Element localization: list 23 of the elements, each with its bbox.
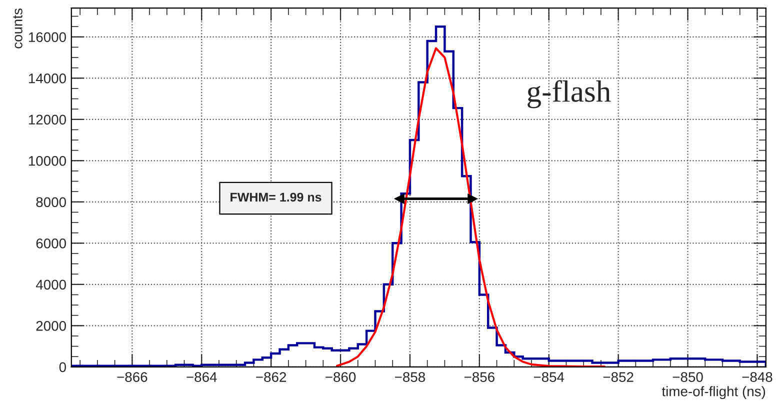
x-axis-title: time-of-flight (ns) — [662, 386, 766, 400]
y-axis-title: counts — [13, 8, 22, 48]
annotation: FWHM= 1.99 ns — [230, 192, 322, 202]
x-tick-label: −850 — [672, 372, 703, 382]
x-tick-label: −852 — [603, 372, 634, 382]
x-tick-label: −860 — [326, 372, 356, 382]
x-tick-label: −848 — [742, 372, 772, 382]
y-tick-label: 0 — [59, 362, 66, 372]
y-tick-label: 10000 — [28, 156, 66, 166]
x-tick-label: −864 — [186, 372, 217, 382]
x-tick-label: −856 — [464, 372, 494, 382]
y-tick-label: 4000 — [36, 280, 66, 290]
y-tick-label: 6000 — [36, 238, 66, 248]
x-tick-label: −862 — [256, 372, 286, 382]
y-tick-label: 16000 — [28, 32, 66, 42]
y-tick-label: 8000 — [36, 197, 66, 208]
x-tick-label: −858 — [395, 372, 426, 382]
x-tick-label: −854 — [534, 372, 564, 382]
y-tick-label: 12000 — [28, 114, 66, 125]
annotation: g-flash — [528, 80, 611, 108]
y-tick-label: 2000 — [36, 320, 66, 331]
x-tick-label: −866 — [117, 372, 148, 382]
y-tick-label: 14000 — [28, 73, 66, 84]
